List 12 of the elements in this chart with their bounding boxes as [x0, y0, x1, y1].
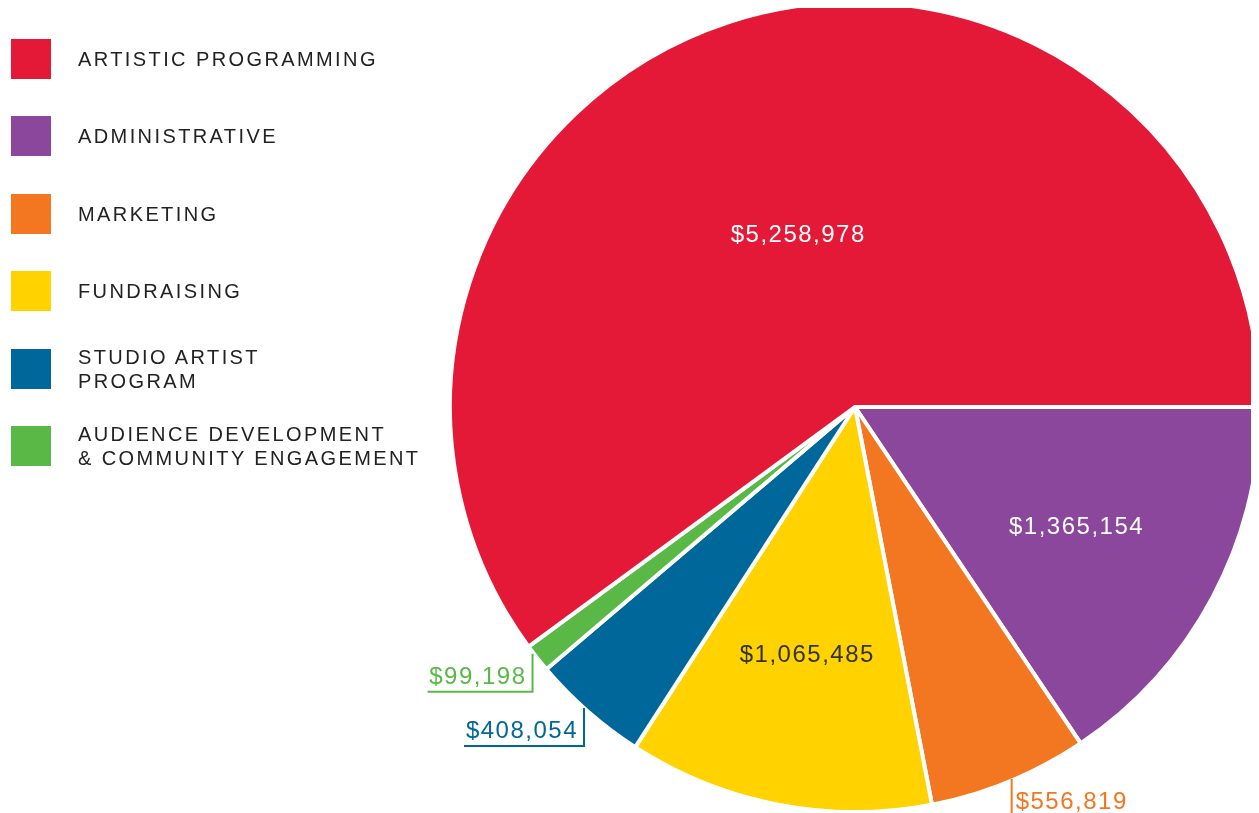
data-label: $408,054	[465, 716, 578, 743]
legend-label: FUNDRAISING	[78, 279, 243, 304]
legend-label: AUDIENCE DEVELOPMENT & COMMUNITY ENGAGEMENT	[78, 422, 421, 471]
legend-label: ARTISTIC PROGRAMMING	[78, 46, 378, 71]
data-label: $5,258,978	[730, 220, 866, 248]
data-label: $1,365,154	[1009, 511, 1145, 539]
legend-label: MARKETING	[78, 201, 219, 226]
data-label: $1,065,485	[739, 640, 875, 668]
data-label: $99,198	[429, 661, 527, 689]
legend-label: ADMINISTRATIVE	[78, 124, 278, 149]
legend-label: STUDIO ARTIST PROGRAM	[78, 344, 260, 393]
data-label: $556,819	[1015, 786, 1128, 813]
